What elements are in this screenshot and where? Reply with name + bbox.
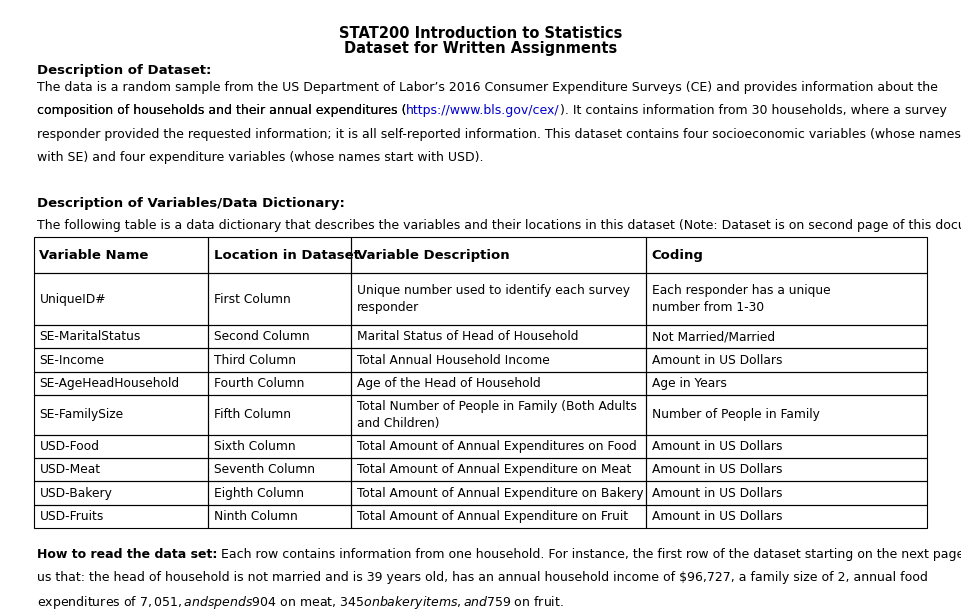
Text: SE-AgeHeadHousehold: SE-AgeHeadHousehold [39,377,180,390]
Text: https://www.bls.gov/cex/: https://www.bls.gov/cex/ [406,104,559,117]
Text: How to read the data set:: How to read the data set: [37,548,217,561]
Text: Amount in US Dollars: Amount in US Dollars [652,440,782,453]
Text: Dataset for Written Assignments: Dataset for Written Assignments [344,41,617,56]
Text: Total Number of People in Family (Both Adults
and Children): Total Number of People in Family (Both A… [357,400,636,430]
Text: Total Annual Household Income: Total Annual Household Income [357,354,550,367]
Text: Total Amount of Annual Expenditure on Meat: Total Amount of Annual Expenditure on Me… [357,463,631,476]
Text: Amount in US Dollars: Amount in US Dollars [652,487,782,500]
Text: Description of Variables/Data Dictionary:: Description of Variables/Data Dictionary… [37,197,344,210]
Text: Each row contains information from one household. For instance, the first row of: Each row contains information from one h… [217,548,961,561]
Text: The following table is a data dictionary that describes the variables and their : The following table is a data dictionary… [37,219,961,232]
Text: Age of the Head of Household: Age of the Head of Household [357,377,540,390]
Text: Unique number used to identify each survey
responder: Unique number used to identify each surv… [357,284,629,314]
Text: Number of People in Family: Number of People in Family [652,408,820,421]
Text: UniqueID#: UniqueID# [39,292,106,305]
Text: USD-Meat: USD-Meat [39,463,101,476]
Text: us that: the head of household is not married and is 39 years old, has an annual: us that: the head of household is not ma… [37,571,927,584]
Text: First Column: First Column [213,292,290,305]
Text: ). It contains information from 30 households, where a survey: ). It contains information from 30 house… [559,104,947,117]
Text: with SE) and four expenditure variables (whose names start with USD).: with SE) and four expenditure variables … [37,151,483,164]
Text: Eighth Column: Eighth Column [213,487,304,500]
Text: composition of households and their annual expenditures (: composition of households and their annu… [37,104,406,117]
Text: Variable Name: Variable Name [39,249,149,262]
Text: responder provided the requested information; it is all self-reported informatio: responder provided the requested informa… [37,128,961,140]
Text: Total Amount of Annual Expenditures on Food: Total Amount of Annual Expenditures on F… [357,440,636,453]
Text: expenditures of $7,051, and spends $904 on meat, $345 on bakery items, and $759 : expenditures of $7,051, and spends $904 … [37,595,563,611]
Text: Total Amount of Annual Expenditure on Bakery: Total Amount of Annual Expenditure on Ba… [357,487,643,500]
Text: Amount in US Dollars: Amount in US Dollars [652,463,782,476]
Text: SE-FamilySize: SE-FamilySize [39,408,124,421]
Text: Sixth Column: Sixth Column [213,440,295,453]
Text: Amount in US Dollars: Amount in US Dollars [652,354,782,367]
Text: Variable Description: Variable Description [357,249,509,262]
Text: Fifth Column: Fifth Column [213,408,290,421]
Text: SE-Income: SE-Income [39,354,105,367]
Text: Third Column: Third Column [213,354,296,367]
Text: Location in Dataset: Location in Dataset [213,249,359,262]
Text: Each responder has a unique
number from 1-30: Each responder has a unique number from … [652,284,830,314]
Text: Not Married/Married: Not Married/Married [652,330,775,343]
Text: Ninth Column: Ninth Column [213,510,297,523]
Text: Fourth Column: Fourth Column [213,377,304,390]
Text: Marital Status of Head of Household: Marital Status of Head of Household [357,330,579,343]
Text: USD-Fruits: USD-Fruits [39,510,104,523]
Text: USD-Bakery: USD-Bakery [39,487,112,500]
Text: Total Amount of Annual Expenditure on Fruit: Total Amount of Annual Expenditure on Fr… [357,510,628,523]
Text: Second Column: Second Column [213,330,309,343]
Text: The data is a random sample from the US Department of Labor’s 2016 Consumer Expe: The data is a random sample from the US … [37,81,937,94]
Text: composition of households and their annual expenditures (: composition of households and their annu… [37,104,406,117]
Text: Amount in US Dollars: Amount in US Dollars [652,510,782,523]
Text: STAT200 Introduction to Statistics: STAT200 Introduction to Statistics [339,26,622,40]
Text: USD-Food: USD-Food [39,440,99,453]
Text: Description of Dataset:: Description of Dataset: [37,64,210,77]
Text: Seventh Column: Seventh Column [213,463,314,476]
Text: SE-MaritalStatus: SE-MaritalStatus [39,330,140,343]
Text: Age in Years: Age in Years [652,377,727,390]
Text: Coding: Coding [652,249,703,262]
